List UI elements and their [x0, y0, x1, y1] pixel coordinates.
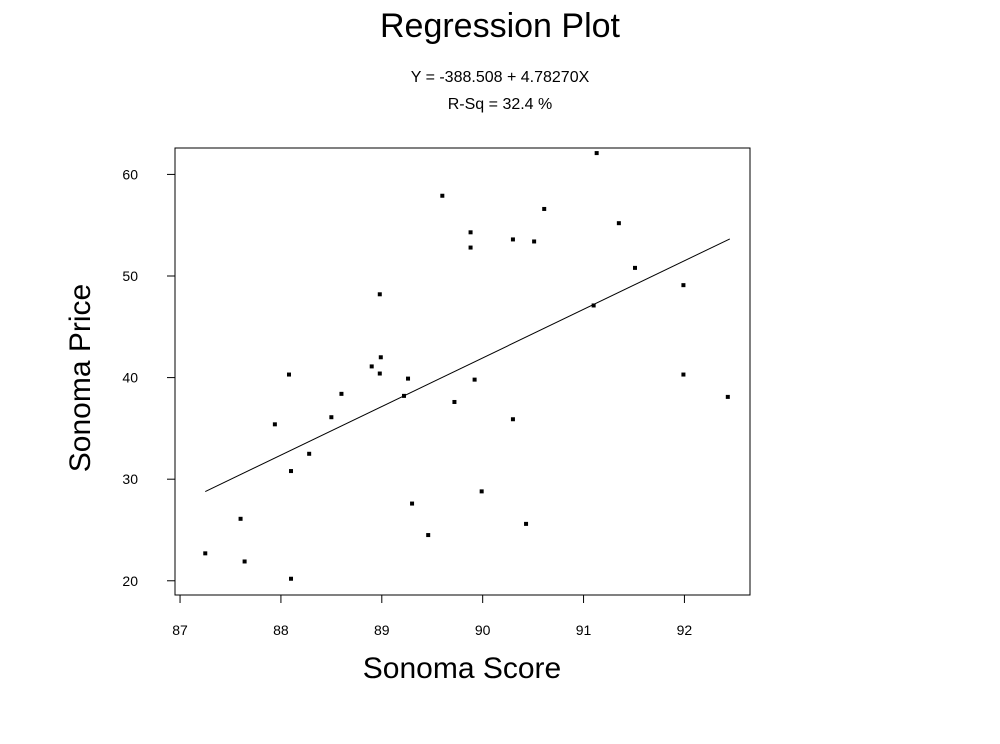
data-point — [510, 417, 515, 422]
r-squared-label: R-Sq = 32.4 % — [448, 96, 553, 113]
data-point — [410, 501, 415, 506]
y-tick-label: 20 — [122, 573, 138, 589]
data-point — [426, 533, 431, 538]
data-point — [532, 239, 537, 244]
data-points — [203, 151, 730, 581]
data-point — [406, 376, 411, 381]
x-tick-label: 89 — [374, 622, 390, 638]
data-point — [238, 516, 243, 521]
data-point — [242, 559, 247, 564]
data-point — [468, 230, 473, 235]
data-point — [725, 394, 730, 399]
data-point — [542, 206, 547, 211]
data-point — [440, 193, 445, 198]
x-tick-label: 87 — [172, 622, 188, 638]
data-point — [468, 245, 473, 250]
data-point — [203, 551, 208, 556]
data-point — [452, 399, 457, 404]
data-point — [524, 521, 529, 526]
data-point — [510, 237, 515, 242]
x-axis-title: Sonoma Score — [363, 652, 561, 685]
data-point — [286, 372, 291, 377]
data-point — [616, 221, 621, 226]
data-point — [329, 415, 334, 420]
regression-line — [205, 238, 731, 493]
data-point — [681, 372, 686, 377]
x-tick-label: 92 — [677, 622, 693, 638]
y-tick-label: 50 — [122, 268, 138, 284]
data-point — [472, 377, 477, 382]
data-point — [591, 303, 596, 308]
y-axis-title: Sonoma Price — [64, 284, 97, 472]
x-tick-label: 91 — [576, 622, 592, 638]
data-point — [289, 576, 294, 581]
data-point — [377, 292, 382, 297]
data-point — [681, 283, 686, 288]
data-point — [369, 364, 374, 369]
y-tick-label: 60 — [122, 166, 138, 182]
chart-title: Regression Plot — [380, 7, 621, 45]
x-tick-label: 90 — [475, 622, 491, 638]
data-point — [272, 422, 277, 427]
plot-frame — [174, 147, 751, 596]
data-point — [289, 469, 294, 474]
data-point — [377, 371, 382, 376]
x-tick-label: 88 — [273, 622, 289, 638]
regression-equation: Y = -388.508 + 4.78270X — [411, 69, 590, 86]
y-tick-label: 30 — [122, 471, 138, 487]
y-tick-label: 40 — [122, 370, 138, 386]
y-axis: 20 30 40 50 60 — [122, 166, 175, 589]
data-point — [339, 391, 344, 396]
data-point — [633, 265, 637, 270]
x-axis: 87 88 89 90 91 92 — [172, 595, 692, 638]
data-point — [307, 451, 312, 456]
data-point — [401, 393, 406, 398]
data-point — [479, 489, 484, 494]
data-point — [378, 355, 383, 360]
data-point — [594, 151, 599, 156]
